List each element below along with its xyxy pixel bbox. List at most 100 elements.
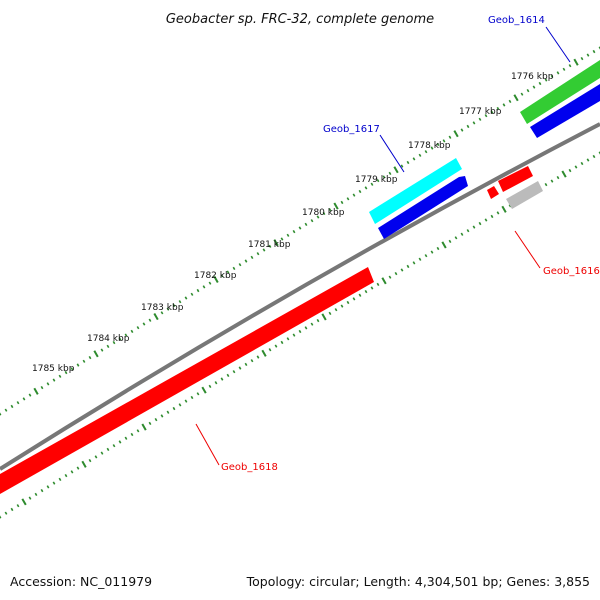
label-line-1616	[514, 230, 541, 269]
inner-minor-tick	[580, 161, 584, 166]
outer-minor-tick	[76, 363, 80, 367]
outer-minor-tick	[496, 106, 500, 111]
outer-minor-tick	[28, 393, 32, 397]
inner-minor-tick	[328, 311, 332, 315]
outer-minor-tick	[460, 128, 464, 132]
inner-major-tick	[21, 498, 27, 506]
inner-minor-tick	[490, 214, 494, 219]
outer-minor-tick	[172, 303, 176, 308]
outer-minor-tick	[478, 117, 482, 121]
map-title: Geobacter sp. FRC-32, complete genome	[166, 12, 434, 27]
blue-gene-arrow-2[interactable]	[378, 176, 468, 239]
inner-minor-tick	[88, 458, 92, 463]
outer-minor-tick	[472, 121, 476, 125]
outer-minor-tick	[418, 153, 422, 157]
gene-geob-1617[interactable]	[369, 158, 468, 239]
inner-major-tick	[201, 386, 207, 394]
outer-minor-tick	[124, 333, 128, 337]
inner-minor-tick	[376, 282, 380, 287]
gene-label-lines	[195, 26, 571, 466]
outer-major-tick	[333, 202, 339, 210]
outer-minor-tick	[52, 378, 56, 382]
red-tiny-gene[interactable]	[487, 186, 499, 199]
outer-minor-tick	[376, 178, 380, 183]
outer-minor-tick	[466, 124, 470, 129]
inner-minor-tick	[592, 154, 596, 159]
inner-minor-tick	[340, 304, 344, 308]
inner-minor-tick	[388, 275, 392, 279]
inner-minor-tick	[256, 355, 260, 359]
inner-major-tick	[501, 205, 507, 213]
outer-minor-tick	[322, 211, 326, 216]
outer-minor-tick	[148, 318, 152, 322]
inner-minor-tick	[220, 377, 224, 381]
outer-minor-tick	[22, 397, 26, 401]
outer-minor-tick	[4, 408, 8, 412]
gene-geob-1614[interactable]	[520, 60, 600, 138]
inner-minor-tick	[154, 418, 158, 422]
outer-minor-tick	[58, 374, 62, 378]
inner-minor-tick	[250, 359, 254, 363]
inner-minor-tick	[28, 496, 32, 500]
inner-major-tick	[321, 313, 327, 321]
outer-minor-tick	[436, 142, 440, 147]
inner-minor-tick	[472, 225, 476, 229]
ruler-label: 1778 kbp	[408, 141, 451, 151]
inner-minor-tick	[52, 481, 56, 485]
inner-minor-tick	[454, 236, 458, 240]
gene-label-geob-1614[interactable]: Geob_1614	[488, 15, 545, 26]
outer-minor-tick	[130, 329, 134, 334]
inner-minor-tick	[352, 297, 356, 301]
outer-minor-tick	[346, 197, 350, 201]
outer-minor-tick	[490, 110, 494, 114]
outer-minor-tick	[88, 355, 92, 360]
outer-minor-tick	[328, 208, 332, 212]
inner-minor-tick	[0, 515, 2, 519]
outer-minor-tick	[424, 150, 428, 154]
outer-minor-tick	[304, 222, 308, 226]
gene-geob-1618[interactable]	[0, 267, 374, 494]
inner-minor-tick	[466, 229, 470, 233]
outer-minor-tick	[40, 385, 44, 390]
outer-minor-tick	[508, 99, 512, 104]
gene-label-geob-1617[interactable]: Geob_1617	[323, 124, 380, 135]
outer-major-tick	[153, 313, 159, 321]
inner-minor-tick	[148, 421, 152, 426]
inner-minor-tick	[136, 429, 140, 433]
inner-minor-tick	[364, 289, 368, 294]
inner-minor-tick	[10, 507, 14, 512]
inner-minor-tick	[496, 211, 500, 215]
outer-major-tick	[273, 239, 279, 247]
gene-label-geob-1618[interactable]: Geob_1618	[221, 462, 278, 473]
red-long-gene-arrow[interactable]	[0, 267, 374, 494]
inner-minor-tick	[112, 444, 116, 448]
outer-minor-tick	[520, 92, 524, 96]
outer-major-tick	[513, 94, 519, 102]
green-gene-arrow[interactable]	[520, 60, 600, 124]
outer-minor-tick	[160, 311, 164, 315]
inner-minor-tick	[172, 406, 176, 411]
blue-gene-arrow[interactable]	[530, 84, 600, 138]
cyan-gene-arrow[interactable]	[369, 158, 462, 224]
inner-major-tick	[141, 423, 147, 431]
outer-minor-tick	[406, 160, 410, 165]
outer-minor-tick	[544, 78, 548, 82]
genome-summary-text: Topology: circular; Length: 4,304,501 bp…	[246, 574, 590, 589]
inner-minor-tick	[118, 440, 122, 444]
inner-minor-tick	[232, 370, 236, 374]
outer-minor-tick	[46, 382, 50, 386]
red-small-gene[interactable]	[498, 166, 533, 192]
inner-minor-tick	[16, 504, 20, 508]
gene-label-geob-1616[interactable]: Geob_1616	[543, 266, 600, 277]
outer-minor-tick	[244, 259, 248, 263]
outer-minor-tick	[256, 252, 260, 256]
outer-minor-tick	[364, 186, 368, 190]
gene-geob-1616[interactable]	[487, 166, 543, 209]
inner-minor-tick	[130, 432, 134, 437]
inner-minor-tick	[448, 239, 452, 244]
outer-major-tick	[93, 350, 99, 358]
inner-minor-tick	[316, 318, 320, 323]
gray-gene[interactable]	[506, 181, 543, 209]
outer-minor-tick	[232, 266, 236, 271]
